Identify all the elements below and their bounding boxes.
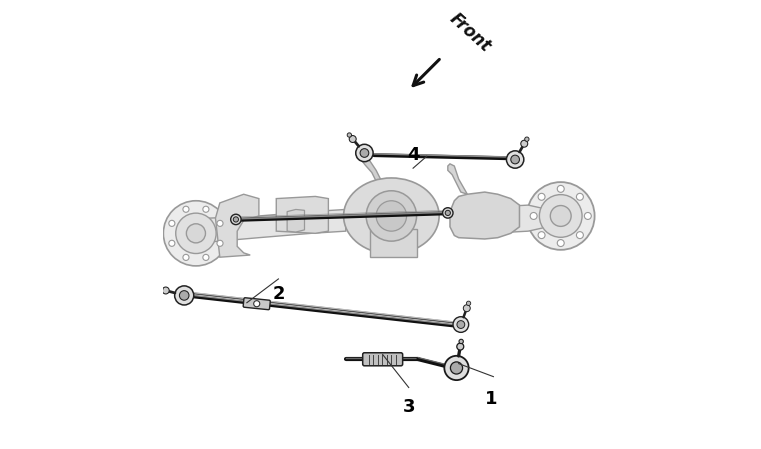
Circle shape [376, 201, 406, 231]
Circle shape [231, 214, 241, 224]
Circle shape [186, 224, 205, 243]
Circle shape [180, 291, 189, 300]
Text: 2: 2 [272, 286, 285, 304]
Circle shape [203, 255, 209, 260]
Polygon shape [287, 209, 304, 232]
Circle shape [557, 185, 564, 192]
Circle shape [355, 144, 373, 162]
Circle shape [183, 255, 189, 260]
Circle shape [527, 182, 594, 250]
Circle shape [360, 149, 369, 157]
Circle shape [158, 287, 163, 291]
Circle shape [530, 212, 537, 220]
Circle shape [511, 155, 520, 164]
Polygon shape [447, 164, 467, 194]
FancyBboxPatch shape [244, 298, 270, 310]
Circle shape [538, 194, 545, 200]
Circle shape [203, 206, 209, 212]
FancyBboxPatch shape [363, 353, 403, 366]
Circle shape [540, 194, 582, 238]
Ellipse shape [343, 178, 439, 254]
Circle shape [584, 212, 591, 220]
Circle shape [521, 140, 527, 147]
FancyBboxPatch shape [370, 229, 418, 257]
Circle shape [457, 343, 463, 350]
Circle shape [217, 220, 223, 226]
Circle shape [162, 287, 169, 294]
Circle shape [576, 194, 584, 200]
Circle shape [347, 133, 352, 137]
Polygon shape [357, 151, 385, 189]
Circle shape [524, 137, 529, 141]
Circle shape [466, 301, 471, 305]
Circle shape [463, 305, 470, 312]
Circle shape [443, 208, 453, 218]
Circle shape [453, 317, 469, 332]
Polygon shape [450, 192, 520, 239]
Circle shape [234, 217, 238, 222]
Circle shape [550, 206, 572, 226]
Circle shape [538, 232, 545, 238]
Text: 3: 3 [403, 398, 415, 416]
Circle shape [176, 213, 216, 254]
Polygon shape [209, 209, 345, 242]
Circle shape [451, 362, 463, 374]
Circle shape [183, 206, 189, 212]
Text: 1: 1 [485, 390, 498, 408]
Circle shape [169, 240, 175, 247]
Circle shape [174, 286, 194, 305]
Circle shape [253, 301, 260, 307]
Circle shape [349, 136, 356, 142]
Text: Front: Front [446, 9, 494, 55]
Circle shape [366, 191, 416, 241]
Circle shape [506, 151, 524, 168]
Circle shape [445, 210, 451, 216]
Circle shape [217, 240, 223, 247]
Circle shape [457, 321, 465, 328]
Circle shape [557, 240, 564, 247]
Text: 4: 4 [407, 146, 419, 164]
Circle shape [576, 232, 584, 238]
Polygon shape [276, 196, 329, 233]
Polygon shape [459, 205, 548, 236]
Circle shape [459, 339, 463, 343]
Circle shape [444, 356, 469, 380]
Circle shape [164, 201, 228, 266]
Circle shape [169, 220, 175, 226]
Polygon shape [215, 194, 259, 257]
